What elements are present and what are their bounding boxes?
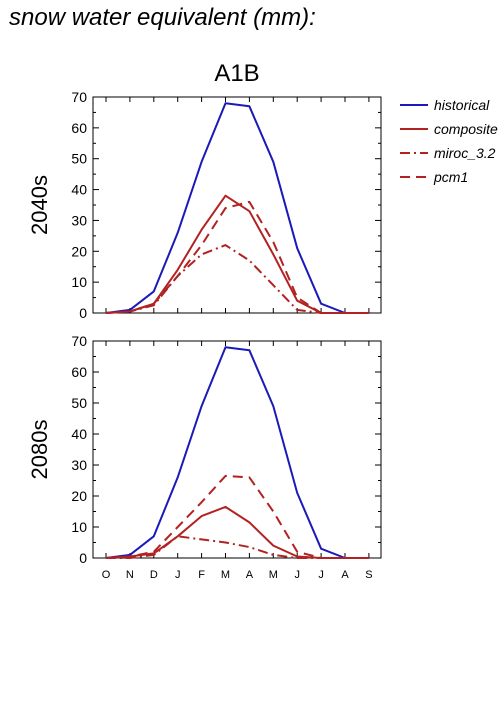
panel-2080s: 0 10 20 30 40 50 60 70 O N D J F M A M J J A S 2080s [27,333,382,581]
y-tick-label: 20 [71,243,87,259]
y-tick-label: 40 [71,426,87,442]
plot-frame [92,340,382,559]
x-tick-label: O [102,569,111,581]
legend: historical composite miroc_3.2 pcm1 [400,97,498,185]
panel-2040s: 0 10 20 30 40 50 60 70 2040s [27,89,382,321]
x-tick-label: D [150,569,158,581]
y-tick-label: 10 [71,274,87,290]
y-tick-label: 60 [71,120,87,136]
x-tick-label: N [126,569,134,581]
series-line-historical [105,102,369,314]
legend-label: historical [434,97,490,113]
x-tick-label: J [175,569,181,581]
y-tick-label: 70 [71,333,87,349]
y-tick-label: 0 [79,305,87,321]
x-tick-label: J [294,569,300,581]
y-tick-label: 50 [71,151,87,167]
y-tick-label: 0 [79,550,87,566]
series-line-miroc_3.2 [105,244,369,314]
row-label: 2040s [27,175,52,235]
legend-label: miroc_3.2 [434,145,496,161]
series-line-pcm1 [105,474,369,559]
page-title: snow water equivalent (mm): [9,4,316,31]
x-tick-label: M [221,569,230,581]
panels: 0 10 20 30 40 50 60 70 2040s 0 10 20 30 40 50 60 70 O N D J F… [27,89,382,581]
y-tick-label: 60 [71,364,87,380]
x-tick-label: A [341,569,349,581]
y-tick-label: 50 [71,395,87,411]
legend-item: miroc_3.2 [400,145,496,161]
x-tick-label: A [246,569,254,581]
x-tick-label: J [318,569,324,581]
x-tick-label: F [198,569,205,581]
y-tick-label: 30 [71,457,87,473]
legend-label: pcm1 [433,169,468,185]
x-tick-label: M [269,569,278,581]
series-line-composite [105,505,369,559]
legend-item: pcm1 [400,169,468,185]
row-label: 2080s [27,420,52,480]
legend-item: composite [400,121,498,137]
legend-item: historical [400,97,490,113]
series-line-historical [105,346,369,559]
series-line-pcm1 [105,200,369,314]
y-tick-label: 30 [71,212,87,228]
y-tick-label: 40 [71,182,87,198]
y-tick-label: 70 [71,89,87,105]
series-line-composite [105,194,369,314]
y-tick-label: 20 [71,488,87,504]
x-tick-label: S [365,569,372,581]
legend-label: composite [434,121,498,137]
y-tick-label: 10 [71,519,87,535]
scenario-title: A1B [214,60,259,87]
